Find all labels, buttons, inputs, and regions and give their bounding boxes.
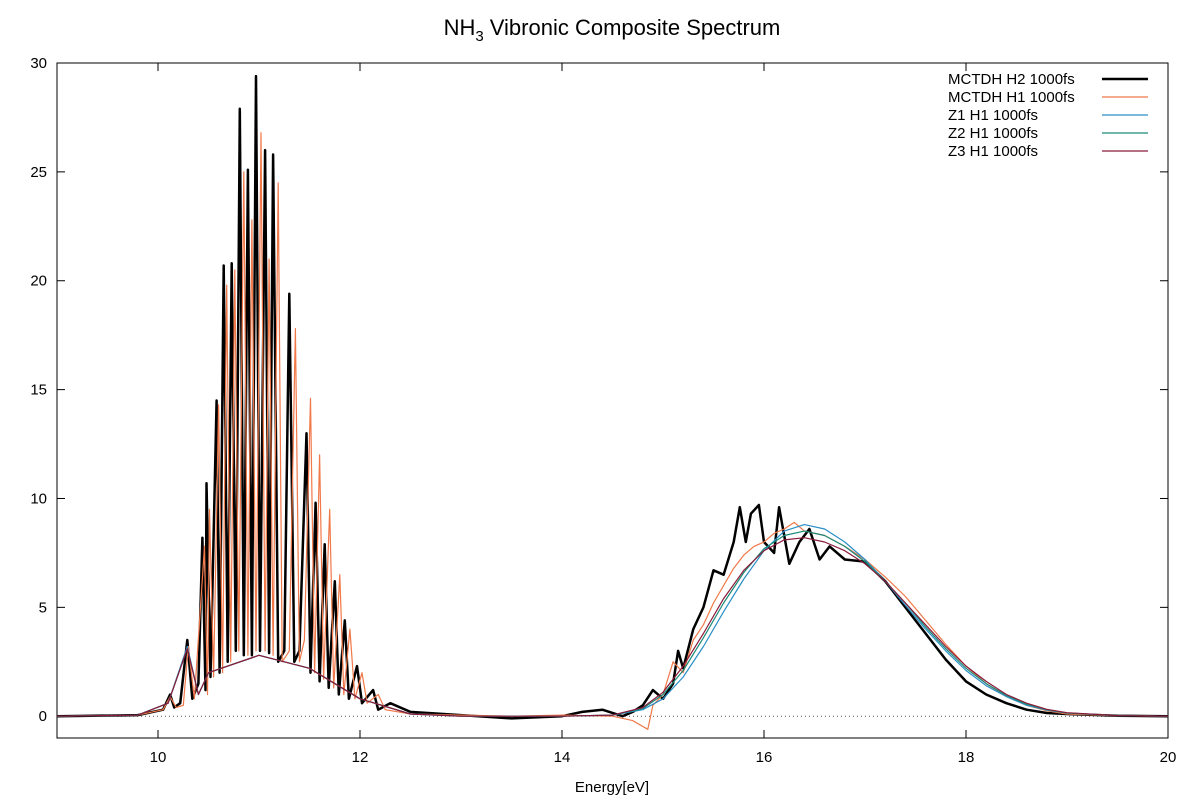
- y-tick-label: 10: [30, 490, 47, 507]
- y-tick-label: 25: [30, 164, 47, 181]
- series-line-mctdh-h1-1000fs: [56, 132, 1169, 730]
- x-tick-label: 12: [352, 749, 369, 766]
- x-tick-label: 16: [756, 749, 773, 766]
- x-tick-label: 10: [150, 749, 167, 766]
- chart-title-species: NH: [444, 15, 476, 40]
- chart-title-subscript: 3: [475, 28, 483, 45]
- legend-label: MCTDH H1 1000fs: [948, 89, 1075, 106]
- x-tick-label: 20: [1160, 749, 1177, 766]
- x-tick-label: 18: [958, 749, 975, 766]
- chart-title: NH3 Vibronic Composite Spectrum: [444, 15, 781, 45]
- series-layer: [56, 74, 1169, 730]
- y-tick-label: 20: [30, 273, 47, 290]
- y-tick-label: 0: [39, 708, 47, 725]
- legend-label: Z1 H1 1000fs: [948, 107, 1038, 124]
- y-tick-label: 30: [30, 55, 47, 72]
- x-axis-label: Energy[eV]: [575, 779, 649, 796]
- axis-ticks: 10 12 14 16 18 20 0 5 10 15 20 25 30: [30, 55, 1176, 766]
- chart-title-main: Vibronic Composite Spectrum: [490, 15, 781, 40]
- plot-frame: [56, 62, 1169, 739]
- legend-label: Z2 H1 1000fs: [948, 125, 1038, 142]
- y-tick-label: 5: [39, 599, 47, 616]
- series-line-z3-h1-1000fs: [56, 537, 1169, 717]
- legend-label: Z3 H1 1000fs: [948, 143, 1038, 160]
- x-tick-label: 14: [554, 749, 571, 766]
- legend-label: MCTDH H2 1000fs: [948, 71, 1075, 88]
- y-tick-label: 15: [30, 382, 47, 399]
